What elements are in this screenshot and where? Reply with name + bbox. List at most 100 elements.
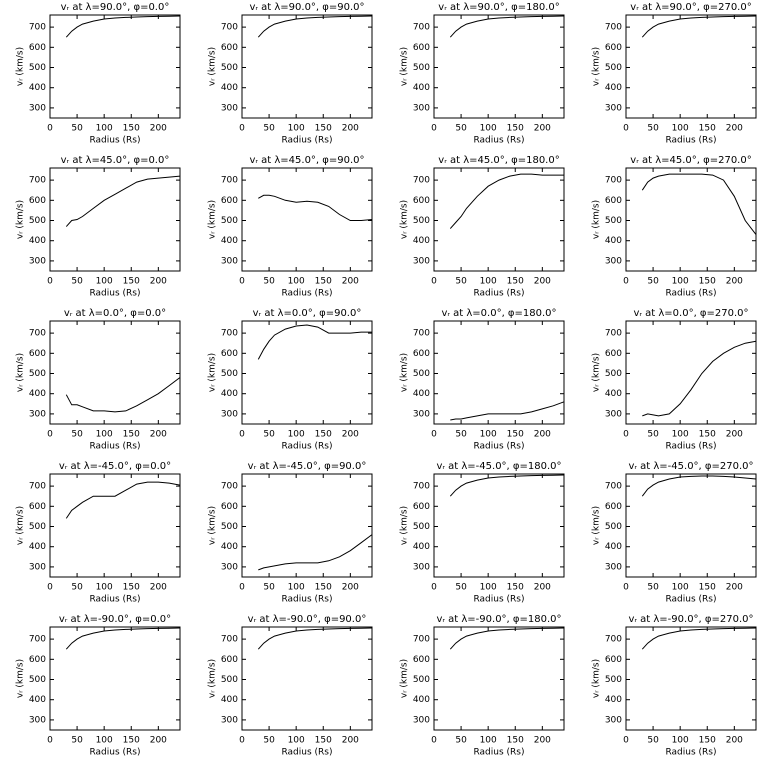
- y-tick-label: 600: [221, 655, 238, 665]
- data-line: [65, 15, 181, 38]
- x-tick-label: 150: [699, 736, 716, 746]
- x-axis-label: Radius (Rs): [89, 748, 140, 758]
- x-tick-label: 100: [480, 430, 497, 440]
- y-tick-label: 700: [221, 23, 238, 33]
- x-tick-label: 50: [71, 583, 83, 593]
- y-axis-label: vᵣ (km/s): [208, 47, 218, 86]
- y-tick-label: 300: [221, 562, 238, 572]
- x-tick-label: 150: [315, 736, 332, 746]
- y-tick-label: 600: [605, 349, 622, 359]
- y-tick-label: 600: [413, 43, 430, 53]
- y-tick-label: 500: [29, 369, 46, 379]
- panel-title: vᵣ at λ=-45.0°, φ=270.0°: [628, 461, 753, 472]
- data-line: [641, 15, 757, 38]
- x-tick-label: 50: [647, 583, 659, 593]
- y-tick-label: 600: [29, 349, 46, 359]
- x-tick-label: 100: [480, 277, 497, 287]
- panel-title: vᵣ at λ=-45.0°, φ=90.0°: [248, 461, 367, 472]
- y-tick-label: 600: [605, 196, 622, 206]
- y-tick-label: 700: [605, 635, 622, 645]
- y-tick-label: 600: [221, 196, 238, 206]
- plot-frame: [433, 167, 565, 272]
- y-axis-label: vᵣ (km/s): [208, 353, 218, 392]
- data-line: [641, 173, 757, 235]
- x-tick-label: 50: [263, 124, 275, 134]
- x-tick-label: 200: [342, 430, 359, 440]
- plot-frame: [625, 473, 757, 578]
- y-tick-label: 300: [605, 256, 622, 266]
- x-tick-label: 100: [96, 124, 113, 134]
- x-axis-label: Radius (Rs): [281, 442, 332, 452]
- panel: vᵣ at λ=-45.0°, φ=90.0° 0 50 100 150 200 300 40…: [208, 461, 373, 605]
- x-tick-label: 0: [239, 736, 245, 746]
- plot-frame: [49, 473, 181, 578]
- panel-title: vᵣ at λ=-90.0°, φ=270.0°: [628, 614, 753, 625]
- x-tick-label: 0: [431, 583, 437, 593]
- x-axis-label: Radius (Rs): [665, 136, 716, 146]
- x-tick-label: 100: [96, 277, 113, 287]
- x-tick-label: 150: [123, 430, 140, 440]
- y-tick-label: 300: [605, 562, 622, 572]
- y-tick-label: 600: [221, 43, 238, 53]
- data-line: [65, 481, 181, 519]
- y-tick-label: 500: [413, 216, 430, 226]
- panel: vᵣ at λ=0.0°, φ=0.0° 0 50 100 150 200 300 400 50…: [16, 308, 181, 452]
- x-tick-label: 200: [726, 736, 743, 746]
- panel: vᵣ at λ=-90.0°, φ=90.0° 0 50 100 150 200 300 40…: [208, 614, 373, 758]
- y-axis-label: vᵣ (km/s): [208, 506, 218, 545]
- x-tick-label: 200: [726, 124, 743, 134]
- x-tick-label: 150: [699, 430, 716, 440]
- y-tick-label: 700: [605, 329, 622, 339]
- y-tick-label: 500: [605, 369, 622, 379]
- y-axis-label: vᵣ (km/s): [16, 506, 26, 545]
- y-tick-label: 300: [413, 256, 430, 266]
- y-tick-label: 700: [605, 482, 622, 492]
- y-axis-label: vᵣ (km/s): [208, 200, 218, 239]
- y-axis-label: vᵣ (km/s): [400, 200, 410, 239]
- y-tick-label: 500: [605, 216, 622, 226]
- x-tick-label: 150: [699, 124, 716, 134]
- y-tick-label: 700: [221, 329, 238, 339]
- y-tick-label: 700: [29, 176, 46, 186]
- x-tick-label: 50: [71, 736, 83, 746]
- x-tick-label: 0: [431, 277, 437, 287]
- y-tick-label: 600: [605, 502, 622, 512]
- plot-frame: [433, 320, 565, 425]
- panel-title: vᵣ at λ=45.0°, φ=90.0°: [249, 155, 364, 166]
- panel-title: vᵣ at λ=0.0°, φ=270.0°: [633, 308, 748, 319]
- x-tick-label: 50: [647, 736, 659, 746]
- x-tick-label: 200: [150, 124, 167, 134]
- panel-title: vᵣ at λ=-90.0°, φ=90.0°: [248, 614, 367, 625]
- y-tick-label: 600: [29, 655, 46, 665]
- x-axis-label: Radius (Rs): [473, 748, 524, 758]
- y-axis-label: vᵣ (km/s): [16, 200, 26, 239]
- x-tick-label: 100: [672, 277, 689, 287]
- x-axis-label: Radius (Rs): [281, 289, 332, 299]
- x-tick-label: 50: [455, 583, 467, 593]
- panel: vᵣ at λ=45.0°, φ=180.0° 0 50 100 150 200 300 40…: [400, 155, 565, 299]
- x-tick-label: 200: [150, 583, 167, 593]
- y-tick-label: 700: [413, 23, 430, 33]
- y-tick-label: 400: [221, 236, 238, 246]
- x-tick-label: 100: [480, 583, 497, 593]
- x-tick-label: 200: [726, 277, 743, 287]
- x-tick-label: 200: [534, 430, 551, 440]
- panel: vᵣ at λ=90.0°, φ=90.0° 0 50 100 150 200 300 400…: [208, 2, 373, 146]
- y-tick-label: 400: [29, 389, 46, 399]
- y-tick-label: 700: [605, 176, 622, 186]
- y-tick-label: 400: [221, 695, 238, 705]
- x-tick-label: 150: [507, 430, 524, 440]
- panel: vᵣ at λ=45.0°, φ=270.0° 0 50 100 150 200 300 40…: [592, 155, 757, 299]
- x-tick-label: 200: [342, 736, 359, 746]
- y-tick-label: 500: [221, 63, 238, 73]
- x-tick-label: 100: [480, 736, 497, 746]
- y-tick-label: 700: [221, 635, 238, 645]
- x-tick-label: 50: [455, 124, 467, 134]
- y-tick-label: 300: [29, 409, 46, 419]
- y-axis-label: vᵣ (km/s): [16, 47, 26, 86]
- y-tick-label: 300: [221, 256, 238, 266]
- plot-frame: [625, 14, 757, 119]
- y-tick-label: 700: [29, 23, 46, 33]
- x-tick-label: 50: [263, 736, 275, 746]
